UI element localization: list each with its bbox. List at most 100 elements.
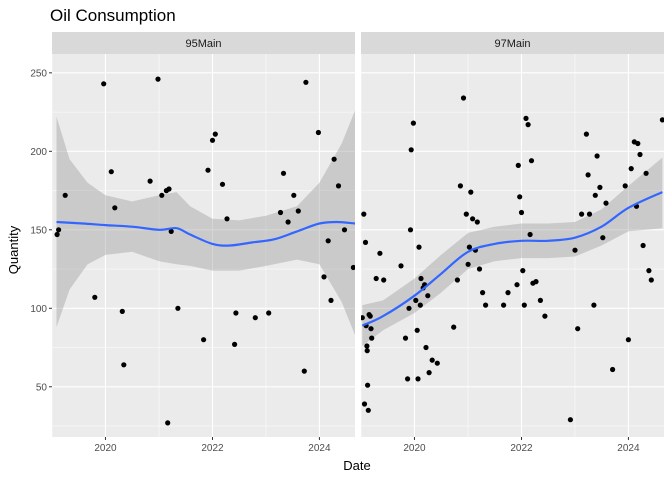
data-point bbox=[659, 117, 664, 123]
data-point bbox=[233, 310, 239, 316]
x-axis-title: Date bbox=[343, 458, 370, 473]
y-axis-title: Quantity bbox=[6, 225, 21, 274]
data-point bbox=[266, 310, 272, 316]
data-point bbox=[341, 227, 348, 233]
data-point bbox=[224, 216, 230, 222]
data-point bbox=[277, 209, 284, 216]
data-point bbox=[429, 357, 435, 363]
data-point bbox=[591, 302, 597, 308]
data-point bbox=[434, 360, 440, 366]
data-point bbox=[209, 137, 216, 143]
data-point bbox=[121, 362, 127, 368]
data-point bbox=[567, 417, 574, 423]
data-point bbox=[583, 131, 590, 137]
data-point bbox=[468, 189, 474, 195]
y-tick-label: 200 bbox=[30, 147, 47, 158]
data-point bbox=[542, 313, 548, 319]
data-point bbox=[640, 242, 646, 249]
data-point bbox=[159, 192, 165, 198]
data-point bbox=[408, 147, 414, 153]
data-point bbox=[415, 376, 421, 382]
data-point bbox=[426, 370, 432, 376]
data-point bbox=[112, 205, 118, 211]
data-point bbox=[280, 170, 287, 176]
data-point bbox=[303, 79, 309, 85]
chart-title: Oil Consumption bbox=[50, 6, 176, 25]
data-point bbox=[416, 244, 422, 250]
data-point bbox=[418, 275, 424, 282]
data-point bbox=[365, 382, 371, 388]
data-point bbox=[460, 95, 467, 101]
data-point bbox=[205, 167, 211, 173]
data-point bbox=[285, 219, 291, 225]
data-point bbox=[414, 327, 420, 333]
data-point bbox=[625, 337, 632, 343]
data-point bbox=[597, 184, 603, 190]
data-point bbox=[407, 227, 414, 233]
data-point bbox=[533, 279, 539, 285]
data-point bbox=[480, 290, 486, 296]
data-point bbox=[451, 324, 457, 330]
data-point bbox=[92, 294, 98, 300]
x-tick-label: 2020 bbox=[94, 443, 117, 454]
data-point bbox=[592, 192, 598, 198]
data-point bbox=[425, 293, 431, 299]
x-tick-label: 2024 bbox=[308, 443, 331, 454]
data-point bbox=[315, 129, 321, 136]
data-point bbox=[454, 277, 460, 283]
data-point bbox=[648, 277, 654, 283]
data-point bbox=[364, 348, 370, 354]
data-point bbox=[62, 192, 68, 198]
data-point bbox=[579, 211, 585, 217]
facet-strip bbox=[52, 32, 355, 54]
data-point bbox=[201, 337, 207, 343]
data-point bbox=[476, 266, 483, 272]
data-point bbox=[463, 211, 469, 217]
y-tick-label: 150 bbox=[30, 225, 47, 236]
data-point bbox=[417, 302, 423, 308]
data-point bbox=[515, 162, 521, 168]
data-point bbox=[466, 244, 472, 250]
data-point bbox=[586, 211, 593, 217]
data-point bbox=[361, 401, 368, 407]
data-point bbox=[628, 166, 634, 172]
data-point bbox=[168, 228, 174, 234]
facet-strip-label: 95Main bbox=[185, 38, 221, 50]
data-point bbox=[350, 264, 355, 271]
data-point bbox=[252, 315, 258, 321]
facet-panel-97Main: 97Main bbox=[360, 32, 664, 437]
data-point bbox=[518, 209, 525, 216]
confidence-band bbox=[362, 157, 663, 346]
data-point bbox=[328, 297, 334, 303]
data-point bbox=[212, 131, 218, 137]
data-point bbox=[413, 297, 419, 303]
y-tick-label: 50 bbox=[36, 382, 48, 393]
facet-panels: 95Main 97Main bbox=[51, 32, 664, 437]
data-point bbox=[635, 140, 641, 147]
data-point bbox=[405, 376, 411, 382]
data-point bbox=[520, 268, 526, 274]
facet-strip-label: 97Main bbox=[494, 38, 530, 50]
data-point bbox=[603, 200, 609, 206]
data-point bbox=[521, 302, 527, 308]
data-point bbox=[367, 313, 373, 319]
data-point bbox=[406, 305, 412, 311]
data-point bbox=[101, 81, 107, 87]
x-axis: 2020 2022 2024 2020 2022 2024 bbox=[94, 437, 640, 454]
data-point bbox=[527, 231, 533, 238]
data-point bbox=[373, 275, 379, 282]
data-point bbox=[166, 186, 172, 192]
data-point bbox=[108, 169, 114, 175]
data-point bbox=[301, 368, 307, 374]
data-point bbox=[470, 216, 476, 222]
data-point bbox=[361, 211, 367, 217]
data-point bbox=[637, 151, 643, 158]
data-point bbox=[381, 277, 387, 283]
x-tick-label: 2024 bbox=[617, 443, 640, 454]
data-point bbox=[528, 158, 535, 164]
data-point bbox=[457, 183, 463, 189]
smooth-trend-line bbox=[56, 220, 355, 247]
data-point bbox=[331, 156, 337, 162]
data-point bbox=[295, 208, 301, 214]
